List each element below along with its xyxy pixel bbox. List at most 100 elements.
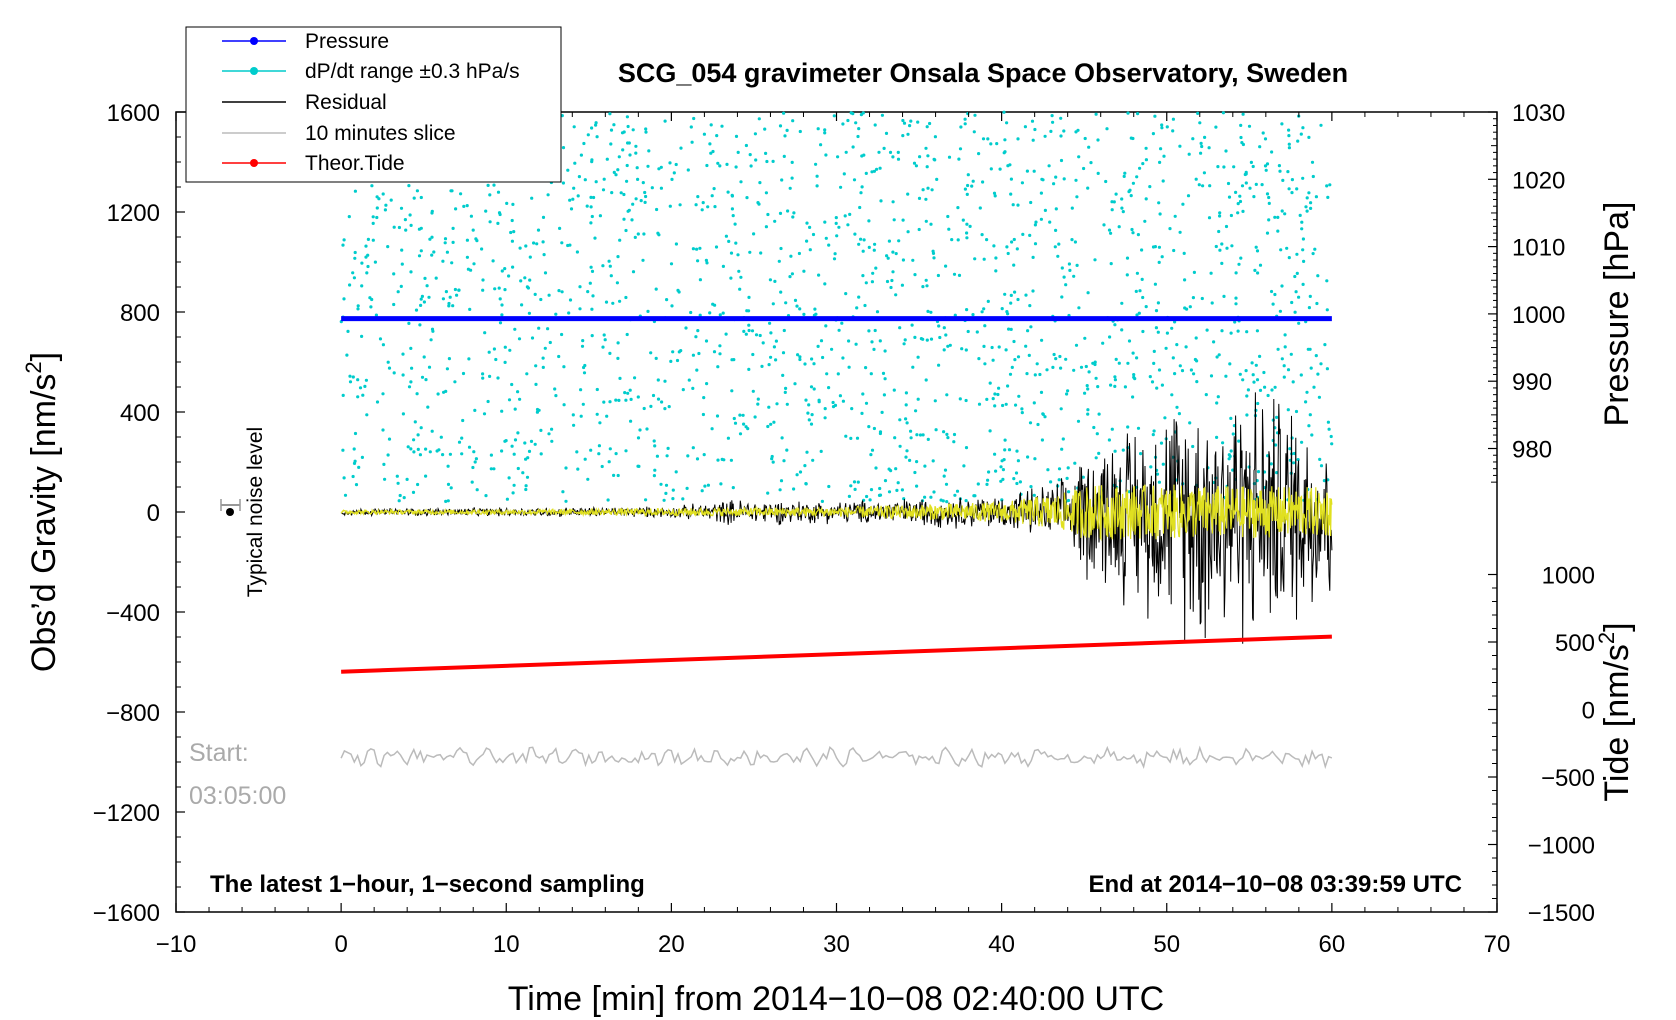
dpdt-point: [659, 186, 664, 190]
pressure-tick-label: 980: [1512, 437, 1552, 464]
dpdt-point: [1009, 293, 1013, 297]
dpdt-point: [465, 204, 469, 208]
dpdt-point: [595, 412, 599, 416]
dpdt-point: [511, 202, 515, 206]
dpdt-point: [1065, 476, 1069, 480]
dpdt-point: [392, 371, 396, 375]
dpdt-point: [674, 162, 678, 167]
dpdt-point: [558, 226, 562, 230]
dpdt-point: [1045, 368, 1049, 372]
dpdt-point: [770, 454, 774, 459]
dpdt-point: [698, 313, 702, 317]
dpdt-point: [496, 190, 501, 194]
dpdt-point: [1318, 457, 1322, 461]
dpdt-point: [1198, 121, 1202, 125]
dpdt-point: [1323, 343, 1327, 347]
dpdt-point: [952, 432, 957, 437]
dpdt-point: [353, 250, 357, 255]
dpdt-point: [802, 269, 806, 273]
dpdt-point: [568, 243, 572, 247]
dpdt-point: [1052, 352, 1056, 357]
y-axis-label-tide-exp: 2: [1594, 632, 1619, 644]
dpdt-point: [1244, 181, 1248, 185]
dpdt-point: [582, 141, 586, 146]
dpdt-point: [430, 429, 434, 433]
y-axis-label-pressure: Pressure [hPa]: [1598, 202, 1636, 427]
dpdt-point: [1325, 367, 1329, 371]
dpdt-point: [701, 412, 706, 417]
dpdt-point: [525, 475, 530, 479]
dpdt-point: [401, 412, 405, 416]
dpdt-point: [1232, 165, 1236, 169]
dpdt-point: [578, 285, 582, 289]
dpdt-point: [674, 470, 678, 474]
dpdt-point: [518, 397, 522, 401]
dpdt-point: [671, 350, 675, 354]
dpdt-point: [627, 141, 631, 145]
dpdt-point: [1073, 240, 1077, 244]
dpdt-point: [804, 398, 808, 402]
dpdt-point: [1012, 263, 1016, 267]
dpdt-point: [846, 118, 850, 123]
dpdt-point: [543, 346, 547, 350]
dpdt-point: [541, 365, 545, 369]
dpdt-point: [1287, 134, 1291, 138]
dpdt-point: [1049, 129, 1053, 133]
dpdt-point: [1136, 112, 1140, 116]
dpdt-point: [579, 153, 584, 157]
dpdt-point: [1322, 479, 1326, 483]
dpdt-point: [1286, 368, 1291, 372]
dpdt-point: [416, 447, 420, 451]
dpdt-point: [1266, 393, 1270, 398]
dpdt-point: [913, 470, 917, 475]
dpdt-point: [663, 379, 667, 383]
dpdt-point: [932, 490, 936, 494]
dpdt-point: [629, 397, 633, 401]
dpdt-point: [803, 362, 807, 366]
dpdt-point: [387, 366, 392, 370]
dpdt-point: [612, 473, 616, 477]
dpdt-point: [747, 328, 751, 333]
dpdt-point: [446, 482, 451, 486]
dpdt-point: [594, 180, 598, 184]
dpdt-point: [664, 491, 668, 495]
dpdt-point: [1300, 220, 1304, 224]
dpdt-point: [1307, 424, 1311, 428]
dpdt-point: [1290, 191, 1294, 195]
dpdt-point: [827, 484, 831, 489]
dpdt-point: [1243, 172, 1247, 177]
dpdt-point: [1004, 348, 1008, 352]
dpdt-point: [509, 230, 513, 235]
dpdt-point: [768, 278, 773, 282]
dpdt-point: [852, 178, 857, 182]
dpdt-point: [1263, 137, 1268, 141]
dpdt-point: [583, 363, 587, 368]
dpdt-point: [734, 134, 739, 138]
dpdt-point: [685, 486, 689, 490]
dpdt-point: [1307, 191, 1311, 195]
dpdt-point: [1131, 231, 1135, 235]
dpdt-point: [915, 460, 919, 464]
dpdt-point: [1015, 247, 1019, 251]
dpdt-point: [590, 160, 594, 164]
dpdt-point: [738, 432, 743, 436]
dpdt-point: [1295, 271, 1299, 275]
dpdt-point: [1054, 357, 1058, 361]
dpdt-point: [608, 400, 612, 404]
dpdt-point: [1066, 466, 1070, 470]
dpdt-point: [1001, 468, 1006, 472]
dpdt-point: [1304, 205, 1308, 209]
dpdt-point: [1227, 195, 1232, 199]
dpdt-point: [622, 192, 626, 197]
dpdt-point: [1117, 361, 1121, 365]
dpdt-point: [1188, 305, 1192, 309]
dpdt-point: [1046, 468, 1050, 472]
dpdt-point: [500, 303, 504, 307]
dpdt-point: [939, 498, 943, 502]
dpdt-point: [756, 402, 760, 406]
dpdt-point: [1016, 355, 1021, 359]
dpdt-point: [461, 418, 465, 423]
dpdt-point: [1102, 223, 1106, 227]
dpdt-point: [503, 288, 507, 292]
dpdt-point: [883, 349, 887, 353]
